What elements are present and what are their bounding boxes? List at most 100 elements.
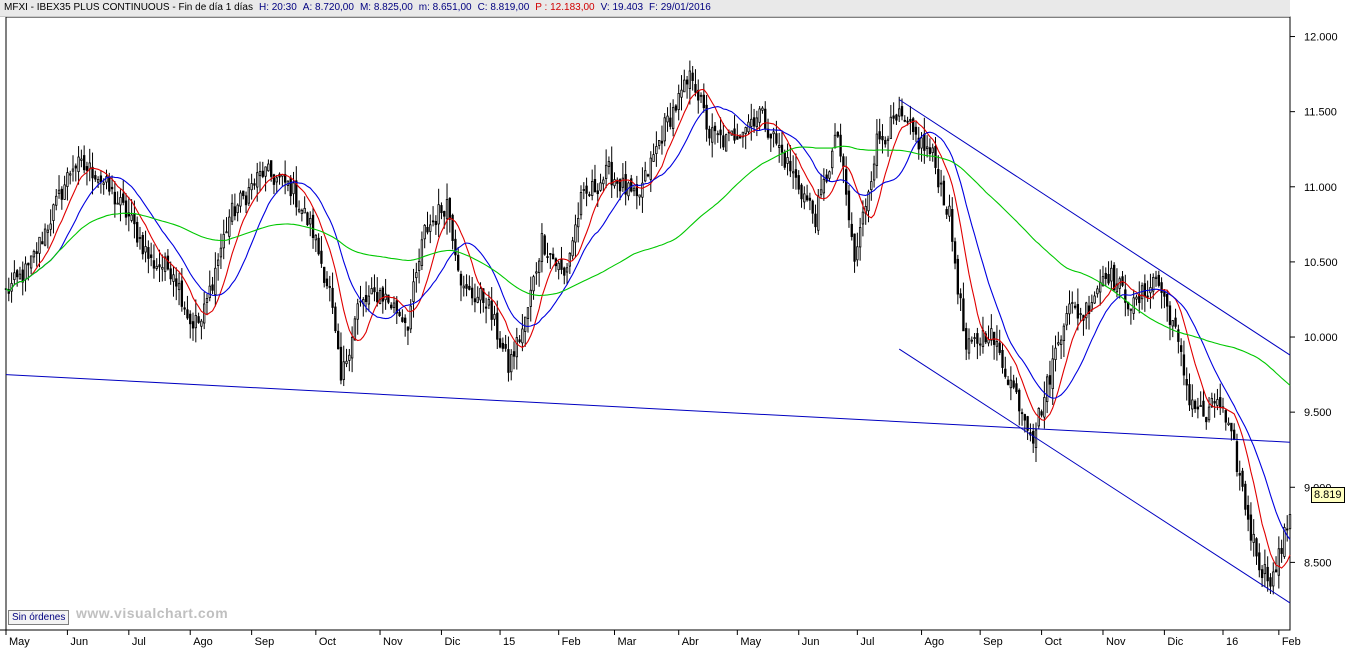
candle-body <box>800 184 803 200</box>
candle-body <box>211 284 214 291</box>
candle-body <box>666 115 669 123</box>
candle-body <box>80 158 83 161</box>
candle-body <box>1269 577 1272 587</box>
candle-body <box>984 333 987 343</box>
candle-body <box>574 224 577 243</box>
candle-body <box>764 108 767 130</box>
candle-body <box>814 213 817 228</box>
candle-body <box>1230 422 1233 432</box>
candle-body <box>197 316 200 323</box>
candle-body <box>1166 294 1169 307</box>
candle-body <box>38 236 41 254</box>
candle-body <box>705 104 708 130</box>
candle-body <box>214 267 217 295</box>
candle-body <box>429 224 432 232</box>
candle-body <box>900 106 904 117</box>
moving-average-line <box>5 145 1291 386</box>
candle-body <box>328 286 331 288</box>
candle-body <box>688 70 692 89</box>
candle-body <box>1099 281 1102 293</box>
x-tick-label: Oct <box>1045 636 1062 648</box>
candle-body <box>621 177 625 188</box>
candle-body <box>1048 375 1052 385</box>
candle-body <box>1023 414 1026 421</box>
candle-body <box>122 193 125 203</box>
candle-body <box>722 135 725 148</box>
trendline <box>898 99 1291 356</box>
candle-body <box>646 174 650 177</box>
candle-body <box>166 255 170 270</box>
candle-body <box>521 328 524 344</box>
candle-body <box>423 224 426 240</box>
candle-body <box>390 304 393 309</box>
candle-body <box>1241 470 1244 487</box>
candle-body <box>1272 571 1275 587</box>
candle-body <box>783 152 786 168</box>
candle-body <box>345 360 348 365</box>
candle-body <box>1135 296 1138 300</box>
candle-body <box>172 274 175 282</box>
candle-body <box>311 214 315 238</box>
candle-body <box>836 131 839 137</box>
candle-body <box>568 252 572 267</box>
candle-body <box>180 280 184 307</box>
candle-body <box>448 197 451 220</box>
candle-body <box>577 217 580 228</box>
candle-body <box>1266 566 1269 582</box>
candle-body <box>175 278 178 287</box>
candle-body <box>962 298 965 332</box>
candle-body <box>565 267 569 273</box>
candle-body <box>158 264 161 268</box>
candle-body <box>953 241 957 264</box>
candle-body <box>1112 264 1116 291</box>
candle-body <box>479 287 482 301</box>
candle-body <box>1054 347 1057 360</box>
x-tick-label: Abr <box>682 636 699 648</box>
y-tick-label: 10.500 <box>1304 257 1338 269</box>
candle-body <box>998 342 1001 353</box>
candle-body <box>406 326 410 331</box>
candle-body <box>995 341 999 347</box>
candle-body <box>889 116 893 139</box>
candle-body <box>805 195 809 201</box>
candle-body <box>794 169 798 178</box>
candle-body <box>772 131 775 135</box>
candle-body <box>189 313 192 325</box>
candle-body <box>1115 283 1119 293</box>
candle-body <box>498 338 502 348</box>
x-tick-label: May <box>9 636 30 648</box>
candle-body <box>487 299 491 306</box>
candle-body <box>515 337 518 358</box>
candle-body <box>819 189 823 196</box>
candle-body <box>1249 514 1253 541</box>
candle-body <box>529 289 532 307</box>
candle-body <box>1090 302 1093 311</box>
candle-body <box>1174 317 1177 327</box>
candle-body <box>493 313 496 320</box>
y-tick-label: 8.500 <box>1304 557 1332 569</box>
no-orders-button[interactable]: Sin órdenes <box>8 610 70 625</box>
watermark-text: www.visualchart.com <box>76 605 229 621</box>
candle-body <box>144 246 147 253</box>
candle-body <box>454 238 457 256</box>
candle-body <box>253 183 256 186</box>
x-tick-label: Dic <box>444 636 460 648</box>
candle-body <box>817 195 820 231</box>
candle-body <box>1085 302 1088 319</box>
x-tick-label: Ago <box>193 636 213 648</box>
candle-body <box>638 194 641 198</box>
candle-body <box>496 312 499 340</box>
x-tick-label: Ago <box>925 636 945 648</box>
candle-body <box>546 256 549 258</box>
candle-body <box>1040 411 1043 416</box>
candle-body <box>526 307 530 319</box>
candle-body <box>744 127 747 134</box>
hour-label: H: 20:30 <box>258 2 297 13</box>
candle-body <box>21 269 24 283</box>
candle-body <box>1154 276 1158 279</box>
candle-body <box>152 260 156 269</box>
candle-body <box>440 205 443 214</box>
candle-body <box>412 281 415 302</box>
